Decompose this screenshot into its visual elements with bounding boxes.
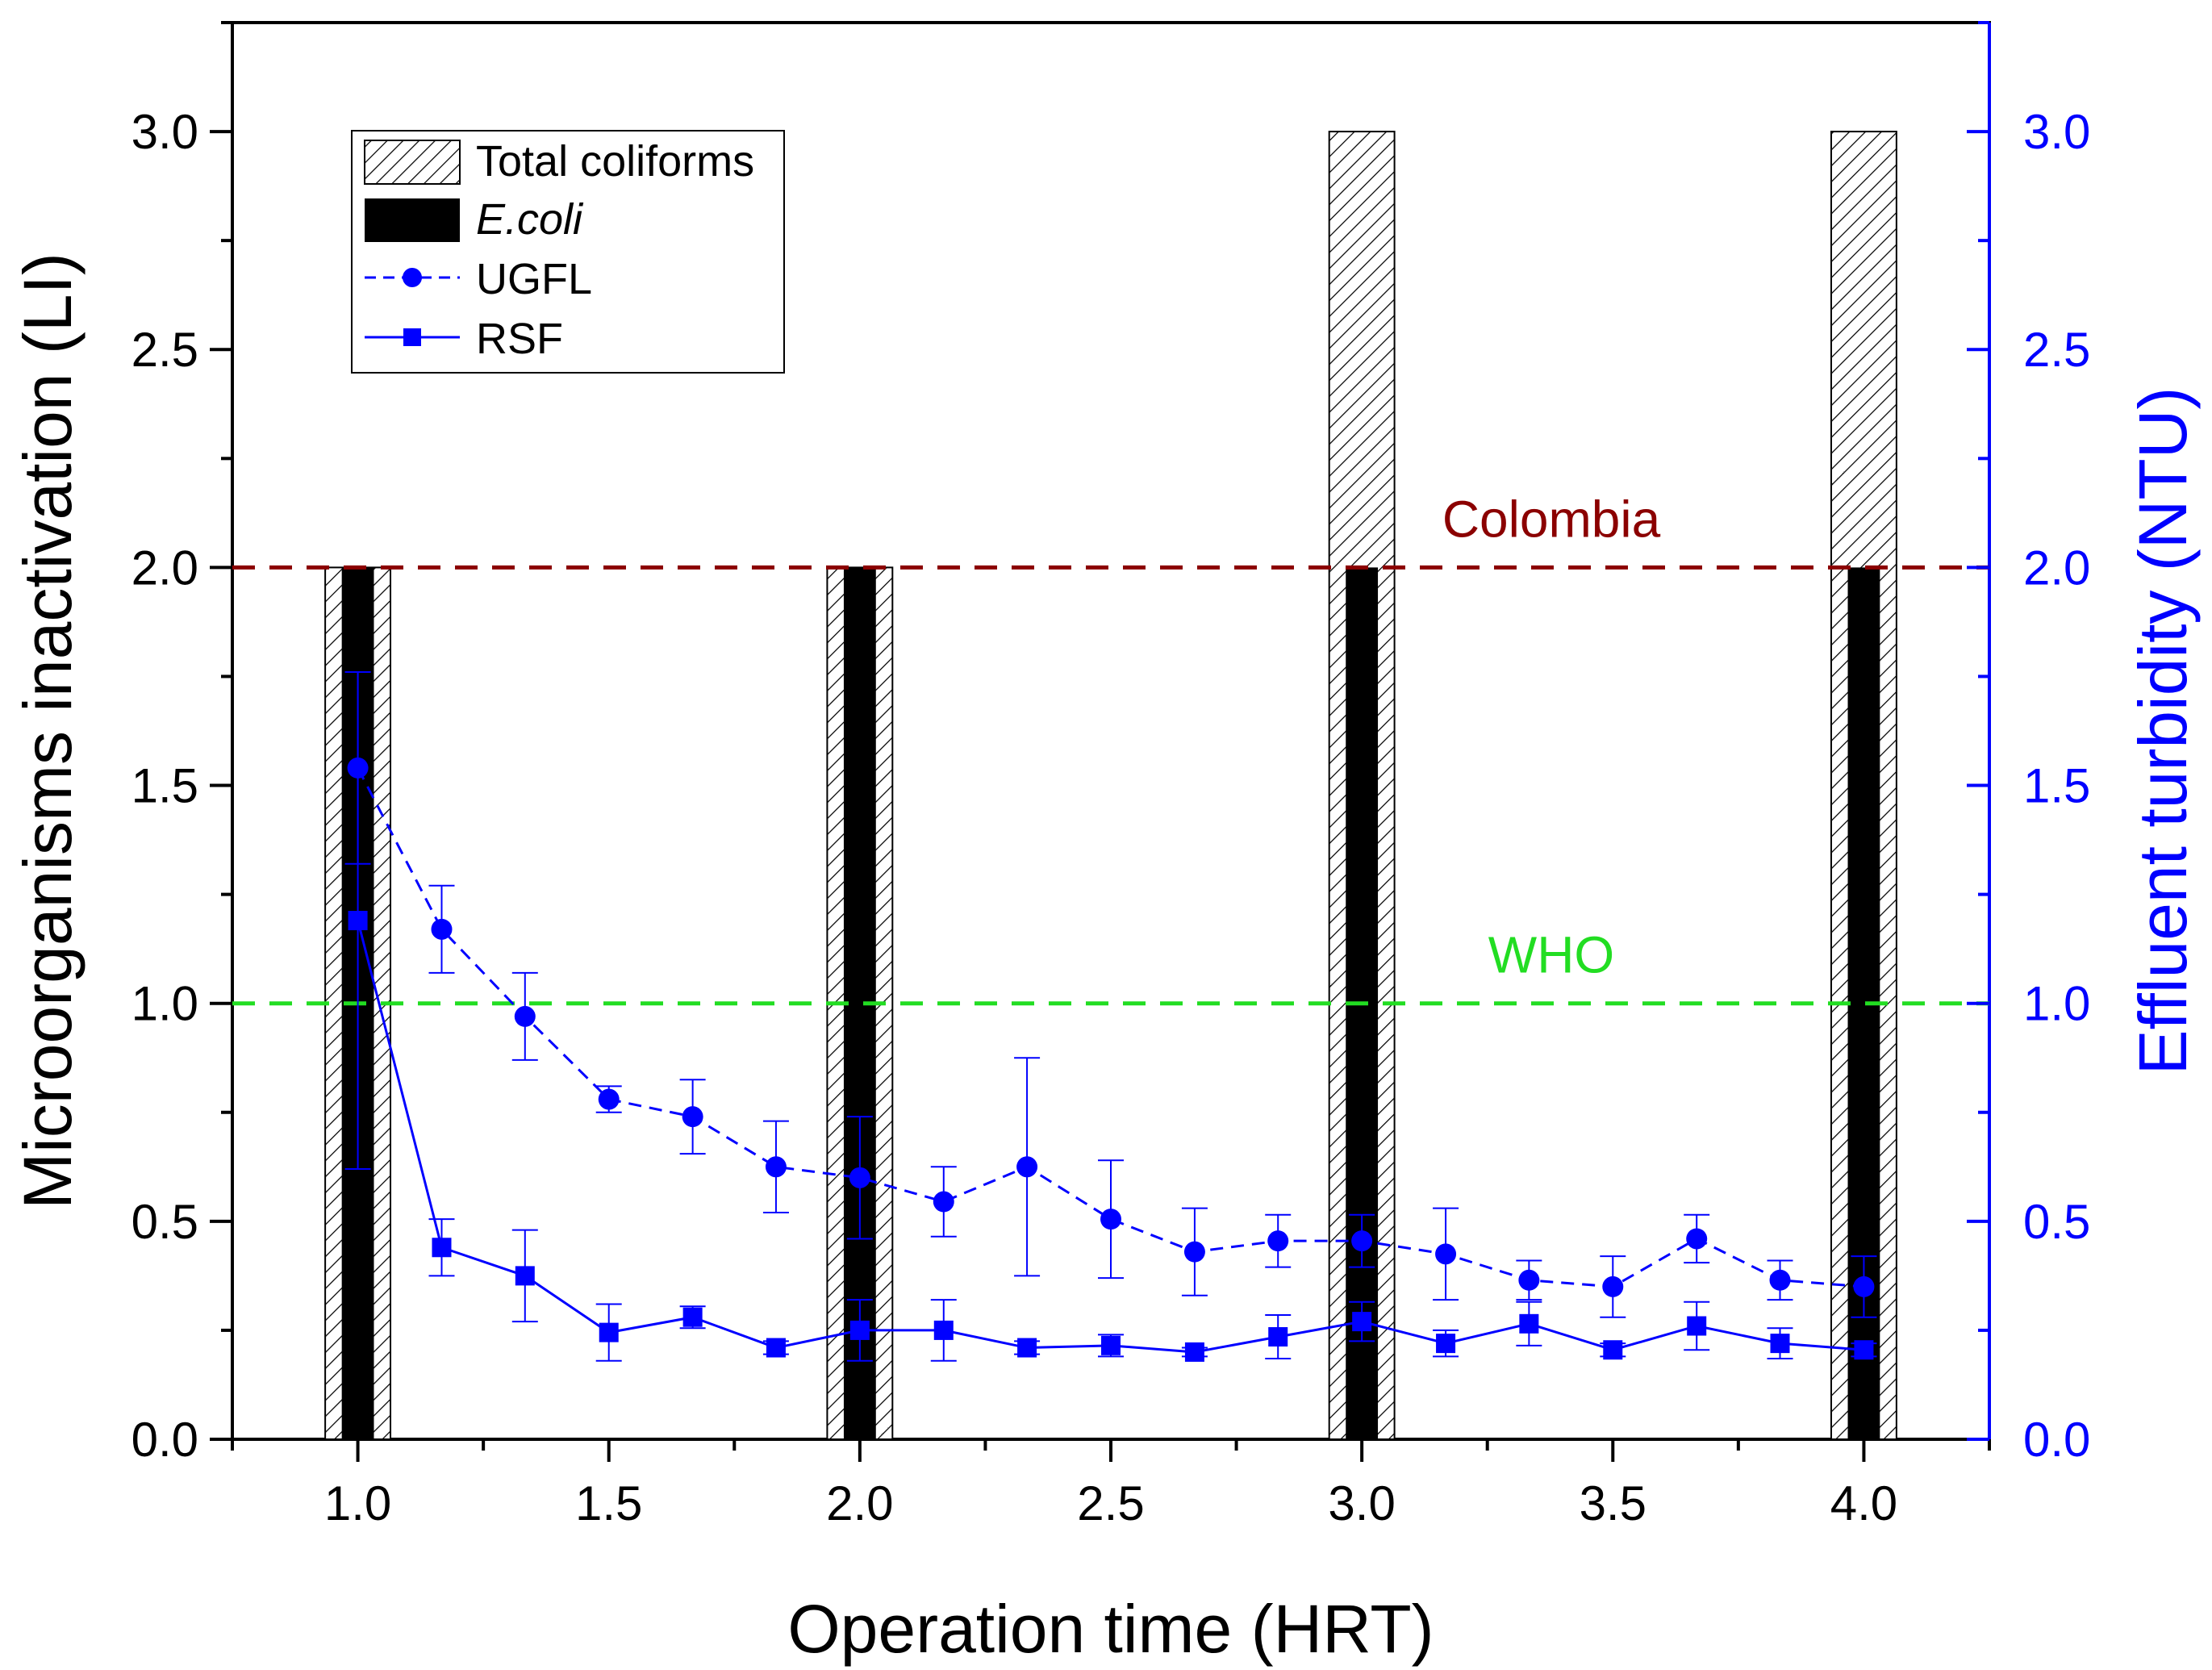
reference-lines-layer: Colombia WHO: [232, 490, 1989, 1006]
point-ugfl: [514, 1005, 536, 1027]
point-rsf: [515, 1266, 535, 1286]
point-ugfl: [1769, 1269, 1791, 1291]
point-rsf: [432, 1238, 452, 1258]
y-right-tick-label: 0.0: [2023, 1413, 2090, 1467]
point-ugfl: [1602, 1275, 1624, 1297]
point-rsf: [682, 1307, 703, 1327]
legend-swatch-ecoli: [365, 198, 460, 242]
y-right-tick-label: 2.5: [2023, 323, 2090, 377]
x-tick-label: 3.5: [1580, 1476, 1646, 1530]
point-ugfl: [1686, 1228, 1708, 1250]
y-left-tick-label: 1.0: [131, 977, 198, 1031]
x-axis-title: Operation time (HRT): [787, 1591, 1434, 1667]
y-axis-left-title: Microorganisms inactivation (LI): [10, 253, 86, 1209]
y-left-tick-label: 1.5: [131, 759, 198, 813]
point-rsf: [1603, 1340, 1623, 1360]
y-left-tick-label: 2.0: [131, 541, 198, 595]
y-right-tick-label: 1.0: [2023, 977, 2090, 1031]
x-tick-label: 3.0: [1328, 1476, 1395, 1530]
x-tick-label: 1.0: [324, 1476, 391, 1530]
point-ugfl: [765, 1156, 787, 1178]
y-right-tick-label: 3.0: [2023, 105, 2090, 159]
legend-marker-ugfl: [403, 268, 422, 287]
x-tick-label: 4.0: [1830, 1476, 1897, 1530]
point-rsf: [933, 1320, 954, 1340]
point-rsf: [1854, 1340, 1874, 1360]
x-tick-label: 2.0: [826, 1476, 893, 1530]
point-rsf: [348, 911, 368, 931]
y-right-tick-label: 2.0: [2023, 541, 2090, 595]
point-ugfl: [933, 1191, 954, 1213]
point-ugfl: [1853, 1275, 1875, 1297]
y-right-tick-label: 0.5: [2023, 1195, 2090, 1249]
point-ugfl: [1183, 1241, 1205, 1263]
legend-label-rsf: RSF: [476, 315, 563, 363]
legend-label-total-coliforms: Total coliforms: [476, 137, 754, 186]
point-ugfl: [1100, 1209, 1121, 1230]
point-rsf: [1519, 1313, 1539, 1334]
point-rsf: [1770, 1334, 1790, 1354]
point-rsf: [1101, 1335, 1121, 1355]
point-ugfl: [431, 918, 453, 940]
y-axis-right-title: Effluent turbidity (NTU): [2125, 387, 2201, 1075]
point-ugfl: [1351, 1230, 1373, 1252]
point-rsf: [849, 1320, 870, 1340]
point-ugfl: [682, 1106, 703, 1128]
point-rsf: [1687, 1316, 1707, 1336]
legend-label-ugfl: UGFL: [476, 255, 592, 303]
point-ugfl: [1435, 1243, 1457, 1265]
point-ugfl: [1016, 1156, 1038, 1178]
y-right-tick-label: 1.5: [2023, 759, 2090, 813]
point-rsf: [1184, 1342, 1204, 1362]
series-line-rsf: [357, 920, 1864, 1354]
point-ugfl: [1518, 1269, 1540, 1291]
legend: Total coliforms E.coli UGFL RSF: [351, 130, 785, 374]
point-rsf: [1352, 1312, 1372, 1332]
legend-label-ecoli: E.coli: [476, 195, 584, 244]
y-left-tick-label: 0.0: [131, 1413, 198, 1467]
x-tick-label: 2.5: [1077, 1476, 1144, 1530]
point-rsf: [599, 1322, 619, 1342]
point-rsf: [766, 1338, 786, 1358]
y-left-tick-label: 0.5: [131, 1195, 198, 1249]
reference-label-colombia: Colombia: [1442, 490, 1661, 548]
point-ugfl: [1267, 1230, 1289, 1252]
axes-layer: 1.0 1.5 2.0 2.5 3.0 3.5 4.0 0.0 0.0 0.5 0.5 1.0 1.0 1…: [131, 21, 2090, 1530]
point-ugfl: [849, 1167, 870, 1188]
point-ugfl: [598, 1088, 620, 1110]
y-left-tick-label: 2.5: [131, 323, 198, 377]
x-tick-label: 1.5: [575, 1476, 642, 1530]
legend-swatch-total-coliforms: [364, 140, 461, 185]
point-rsf: [1017, 1338, 1037, 1358]
reference-label-who: WHO: [1488, 926, 1614, 984]
point-rsf: [1268, 1327, 1288, 1347]
point-rsf: [1436, 1334, 1456, 1354]
y-left-tick-label: 3.0: [131, 105, 198, 159]
series-layer: [344, 671, 1877, 1362]
legend-marker-rsf: [403, 328, 421, 346]
